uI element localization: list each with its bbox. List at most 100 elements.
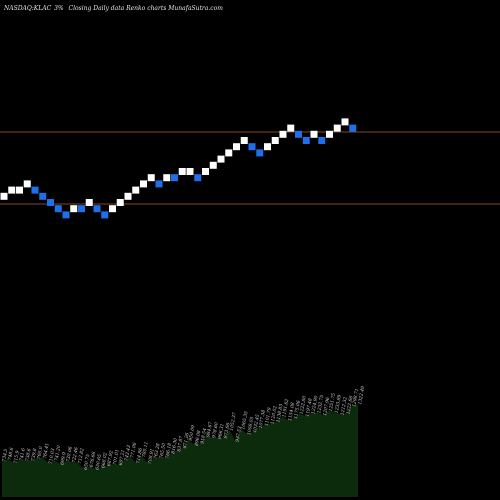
volume-label: 708.91 bbox=[147, 448, 156, 465]
renko-brick bbox=[349, 124, 357, 132]
renko-brick bbox=[233, 143, 240, 151]
volume-label: 701.01 bbox=[112, 449, 121, 466]
renko-brick bbox=[101, 211, 109, 219]
volume-label: 697.21 bbox=[118, 449, 127, 466]
renko-brick bbox=[8, 186, 16, 194]
renko-brick bbox=[295, 130, 302, 138]
renko-brick bbox=[47, 199, 54, 206]
volume-label: 650.75 bbox=[83, 454, 92, 471]
renko-brick bbox=[279, 130, 287, 138]
volume-label: 1222.66 bbox=[345, 395, 354, 415]
renko-brick bbox=[287, 124, 295, 132]
volume-label: 1212.32 bbox=[340, 396, 349, 416]
volume-label: 764.41 bbox=[42, 443, 51, 460]
volume-label: 699.9 bbox=[59, 452, 67, 466]
renko-brick bbox=[70, 205, 78, 213]
volume-label: 896.08 bbox=[194, 430, 203, 447]
volume-label: 1222.80 bbox=[299, 395, 308, 415]
ticker-label: NASDAQ:KLAC bbox=[3, 5, 52, 12]
volume-label: 734.5 bbox=[1, 448, 9, 462]
renko-brick bbox=[62, 211, 70, 219]
renko-brick bbox=[16, 186, 23, 194]
renko-brick bbox=[171, 174, 178, 182]
volume-label: 730.06 bbox=[65, 446, 74, 463]
renko-brick bbox=[202, 168, 209, 175]
volume-label: 1120.02 bbox=[270, 405, 279, 425]
volume-label: 763.28 bbox=[153, 443, 162, 460]
volume-label: 712.82 bbox=[77, 448, 86, 465]
chart-header: NASDAQ:KLAC 3% Closing Daily data Renko … bbox=[3, 5, 223, 12]
renko-brick bbox=[318, 137, 326, 144]
renko-brick bbox=[0, 192, 8, 200]
volume-label: 780.11 bbox=[141, 441, 150, 458]
volume-label: 937.53 bbox=[235, 426, 244, 443]
volume-label: 1077.38 bbox=[258, 409, 267, 429]
volume-label: 748.6 bbox=[7, 447, 15, 461]
renko-brick bbox=[333, 124, 341, 132]
renko-brick bbox=[186, 168, 194, 175]
volume-label: 984.67 bbox=[205, 421, 214, 438]
volume-label: 722.46 bbox=[71, 447, 80, 464]
volume-label: 1101.79 bbox=[264, 407, 273, 427]
renko-brick bbox=[178, 168, 186, 175]
volume-label: 1197.48 bbox=[305, 398, 314, 418]
volume-label: 1138.83 bbox=[275, 403, 284, 423]
renko-brick bbox=[271, 137, 279, 144]
renko-bricks bbox=[0, 118, 357, 219]
volume-label: 739.8 bbox=[30, 448, 38, 462]
volume-label: 1233.89 bbox=[334, 394, 343, 414]
volume-label: 738.6 bbox=[24, 448, 32, 462]
volume-label: 1008.05 bbox=[246, 416, 255, 436]
renko-brick bbox=[163, 174, 171, 182]
renko-brick bbox=[264, 143, 271, 151]
volume-label: 950.09 bbox=[188, 425, 197, 442]
volume-labels: 734.5748.6715.9741.6738.6739.8760.0764.4… bbox=[1, 386, 366, 471]
volume-label: 715.9 bbox=[13, 450, 21, 464]
renko-brick bbox=[147, 174, 155, 182]
renko-brick bbox=[256, 149, 264, 157]
renko-brick bbox=[39, 192, 47, 200]
renko-brick bbox=[341, 118, 349, 126]
renko-brick bbox=[85, 199, 93, 206]
chart-description: Closing Daily data Renko charts MunafaSu… bbox=[69, 5, 224, 12]
renko-brick bbox=[209, 161, 217, 169]
renko-brick bbox=[302, 137, 310, 144]
volume-label: 1207.96 bbox=[322, 397, 331, 417]
renko-brick bbox=[240, 137, 248, 144]
volume-label: 966.31 bbox=[217, 423, 226, 440]
renko-brick bbox=[109, 205, 116, 213]
renko-brick bbox=[194, 174, 202, 182]
volume-area bbox=[2, 403, 358, 497]
renko-brick bbox=[93, 205, 101, 213]
level-lines bbox=[0, 131, 500, 205]
renko-brick bbox=[23, 180, 31, 188]
volume-label: 760.0 bbox=[36, 446, 44, 460]
renko-brick bbox=[132, 186, 140, 194]
renko-brick bbox=[124, 192, 132, 200]
volume-label: 741.20 bbox=[54, 445, 63, 462]
renko-brick bbox=[78, 205, 85, 213]
volume-label: 743.43 bbox=[124, 445, 133, 462]
renko-brick bbox=[31, 186, 39, 194]
volume-label: 837.87 bbox=[176, 435, 185, 452]
renko-brick bbox=[140, 180, 147, 188]
volume-label: 714.86 bbox=[135, 447, 144, 464]
volume-label: 710.03 bbox=[48, 448, 57, 465]
renko-brick bbox=[326, 130, 333, 138]
volume-label: 771.06 bbox=[129, 442, 138, 459]
volume-label: 816.30 bbox=[170, 438, 179, 455]
renko-brick bbox=[217, 155, 225, 163]
volume-label: 1154.08 bbox=[287, 402, 296, 422]
volume-label: 676.66 bbox=[89, 451, 98, 468]
volume-label: 978.60 bbox=[211, 422, 220, 439]
volume-label: 1232.75 bbox=[316, 394, 325, 414]
volume-label: 871.26 bbox=[182, 432, 191, 449]
renko-brick bbox=[155, 180, 163, 188]
volume-label: 741.6 bbox=[19, 448, 27, 462]
volume-label: 765.50 bbox=[159, 442, 168, 459]
brick-size-label: 3% bbox=[54, 5, 64, 12]
renko-brick bbox=[248, 143, 256, 151]
volume-label: 766.18 bbox=[164, 442, 173, 459]
volume-label: 1065.35 bbox=[240, 411, 249, 431]
